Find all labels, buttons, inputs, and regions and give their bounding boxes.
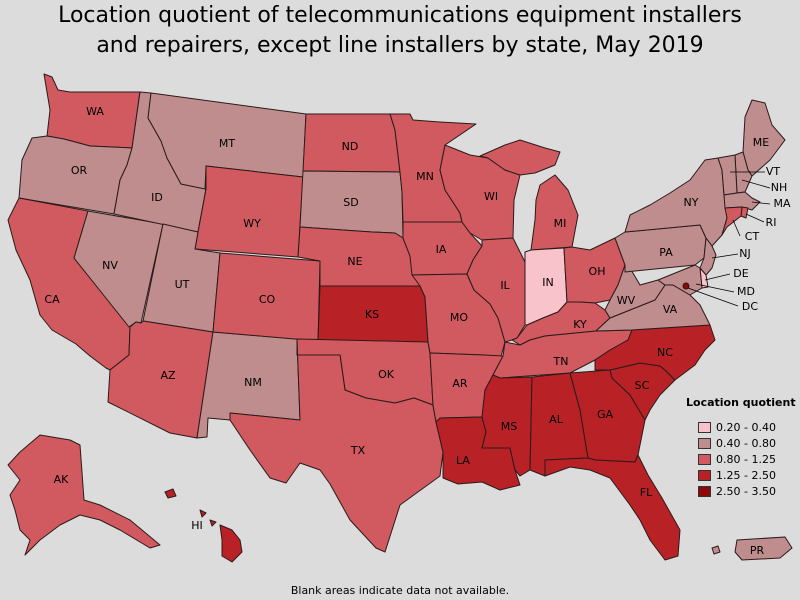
legend-swatch xyxy=(698,421,711,433)
state-label-DE: DE xyxy=(733,267,748,280)
legend-item: 0.40 - 0.80 xyxy=(698,435,800,451)
state-label-PR: PR xyxy=(750,544,765,557)
state-label-KS: KS xyxy=(365,308,379,321)
map-title: Location quotient of telecommunications … xyxy=(0,1,800,61)
leader-lines-layer xyxy=(687,171,771,307)
leader-line-CT xyxy=(732,219,741,237)
state-AK[interactable] xyxy=(7,434,161,556)
state-label-CO: CO xyxy=(259,293,276,306)
state-label-MA: MA xyxy=(773,197,790,210)
state-label-IL: IL xyxy=(500,279,510,292)
state-label-MN: MN xyxy=(416,170,434,183)
states-layer xyxy=(7,73,793,563)
state-HI[interactable] xyxy=(164,488,243,563)
leader-line-DE xyxy=(704,273,731,281)
map-title-line-1: Location quotient of telecommunications … xyxy=(58,3,742,28)
state-MD[interactable] xyxy=(657,264,703,296)
legend-label: 0.80 - 1.25 xyxy=(716,452,776,466)
legend-label: 0.40 - 0.80 xyxy=(716,436,776,450)
state-label-WY: WY xyxy=(243,217,261,230)
legend-swatch xyxy=(698,437,711,449)
state-label-MT: MT xyxy=(219,137,235,150)
leader-line-NH xyxy=(741,179,771,189)
state-DC[interactable] xyxy=(682,282,690,290)
state-label-CA: CA xyxy=(44,293,60,306)
state-PR[interactable] xyxy=(711,536,793,561)
state-label-ND: ND xyxy=(342,140,359,153)
state-label-OK: OK xyxy=(378,368,395,381)
state-label-NY: NY xyxy=(684,196,699,209)
state-label-WI: WI xyxy=(484,190,498,203)
legend-swatch xyxy=(698,485,711,497)
state-label-ID: ID xyxy=(151,191,163,204)
state-label-MD: MD xyxy=(737,285,755,298)
state-label-WV: WV xyxy=(617,294,636,307)
state-MS[interactable] xyxy=(481,374,533,477)
state-label-SD: SD xyxy=(343,196,358,209)
legend-item: 0.20 - 0.40 xyxy=(698,419,800,435)
state-label-NV: NV xyxy=(102,259,118,272)
state-label-RI: RI xyxy=(766,216,777,229)
state-label-NH: NH xyxy=(771,181,788,194)
state-label-WA: WA xyxy=(86,105,104,118)
state-label-NM: NM xyxy=(244,376,262,389)
state-label-AR: AR xyxy=(452,377,468,390)
legend-swatch xyxy=(698,469,711,481)
state-label-MS: MS xyxy=(501,420,517,433)
state-label-OH: OH xyxy=(589,265,606,278)
state-label-FL: FL xyxy=(640,486,653,499)
footnote: Blank areas indicate data not available. xyxy=(290,584,510,597)
state-FL[interactable] xyxy=(544,454,681,561)
legend-label: 1.25 - 2.50 xyxy=(716,468,776,482)
state-label-OR: OR xyxy=(71,164,88,177)
legend-label: 2.50 - 3.50 xyxy=(716,484,776,498)
state-CT[interactable] xyxy=(721,206,743,236)
state-label-HI: HI xyxy=(191,519,203,532)
state-WY[interactable] xyxy=(194,165,304,258)
state-label-SC: SC xyxy=(635,379,650,392)
map-title-line-2: and repairers, except line installers by… xyxy=(96,33,704,58)
state-label-KY: KY xyxy=(573,318,587,331)
state-label-TX: TX xyxy=(350,444,366,457)
state-label-NE: NE xyxy=(347,255,362,268)
state-label-VA: VA xyxy=(663,303,678,316)
state-TX[interactable] xyxy=(229,338,444,553)
state-label-TN: TN xyxy=(553,355,569,368)
state-label-LA: LA xyxy=(456,454,470,467)
state-label-ME: ME xyxy=(753,136,769,149)
legend-item: 0.80 - 1.25 xyxy=(698,451,800,467)
leader-line-MD xyxy=(695,283,735,293)
leader-line-DC xyxy=(687,287,739,307)
state-label-AK: AK xyxy=(54,473,70,486)
leader-line-RI xyxy=(745,213,765,223)
legend-title: Location quotient xyxy=(686,396,796,409)
state-label-AZ: AZ xyxy=(160,369,176,382)
legend-label: 0.20 - 0.40 xyxy=(716,420,776,434)
state-label-MI: MI xyxy=(554,217,567,230)
leader-line-MA xyxy=(751,201,771,205)
legend-item: 2.50 - 3.50 xyxy=(698,483,800,499)
legend: Location quotient 0.20 - 0.40 0.40 - 0.8… xyxy=(686,396,800,499)
legend-item: 1.25 - 2.50 xyxy=(698,467,800,483)
state-label-NC: NC xyxy=(657,346,673,359)
state-label-DC: DC xyxy=(742,300,758,313)
state-labels-layer: WA OR CA NV ID MT WY UT AZ NM CO ND SD N… xyxy=(44,105,791,557)
state-label-AL: AL xyxy=(549,413,564,426)
state-NC[interactable] xyxy=(594,324,716,381)
leader-line-NJ xyxy=(711,253,739,259)
state-label-IN: IN xyxy=(542,276,553,289)
state-label-MO: MO xyxy=(450,311,468,324)
state-label-CT: CT xyxy=(745,230,760,243)
state-label-NJ: NJ xyxy=(739,247,750,260)
state-label-VT: VT xyxy=(766,165,781,178)
state-label-UT: UT xyxy=(175,278,190,291)
legend-rows: 0.20 - 0.40 0.40 - 0.80 0.80 - 1.25 1.25… xyxy=(686,419,800,499)
state-label-PA: PA xyxy=(659,246,673,259)
state-label-IA: IA xyxy=(436,243,447,256)
legend-swatch xyxy=(698,453,711,465)
state-NJ[interactable] xyxy=(699,237,717,276)
state-label-GA: GA xyxy=(597,408,614,421)
